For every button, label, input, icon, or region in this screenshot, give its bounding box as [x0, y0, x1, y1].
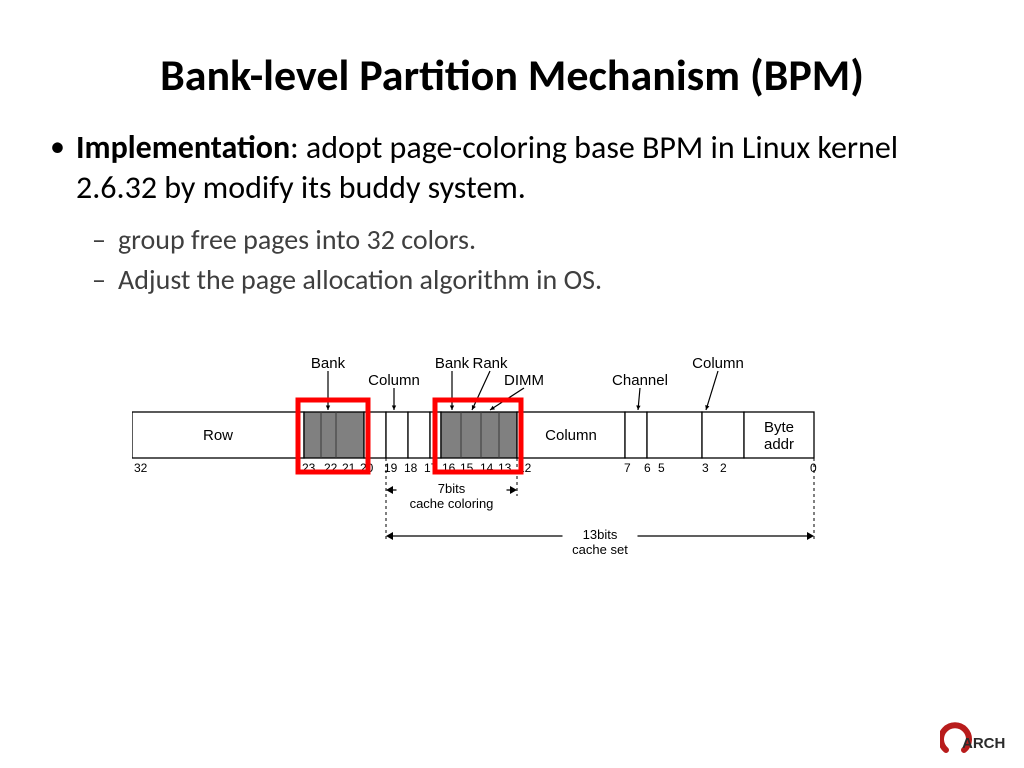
bullet-list: Implementation: adopt page-coloring base… — [46, 128, 978, 299]
svg-text:Column: Column — [368, 372, 420, 389]
svg-text:Byte: Byte — [764, 419, 794, 436]
svg-text:Rank: Rank — [472, 355, 508, 372]
svg-text:Row: Row — [203, 427, 233, 444]
bullet-main: Implementation: adopt page-coloring base… — [46, 128, 978, 208]
logo-text: ARCH — [962, 735, 1005, 752]
bullet-main-bold: Implementation — [76, 128, 290, 167]
svg-text:13bits: 13bits — [583, 527, 618, 542]
svg-text:5: 5 — [658, 461, 665, 475]
svg-text:Bank: Bank — [435, 355, 470, 372]
svg-text:addr: addr — [764, 436, 794, 453]
svg-text:6: 6 — [644, 461, 651, 475]
bullet-sub-1: group free pages into 32 colors. — [46, 222, 978, 258]
bullet-sub-2: Adjust the page allocation algorithm in … — [46, 262, 978, 298]
svg-text:cache coloring: cache coloring — [410, 496, 494, 511]
svg-text:7: 7 — [624, 461, 631, 475]
slide-title: Bank-level Partition Mechanism (BPM) — [0, 48, 1024, 102]
svg-text:DIMM: DIMM — [504, 372, 544, 389]
svg-text:7bits: 7bits — [438, 481, 466, 496]
svg-text:cache set: cache set — [572, 542, 628, 557]
svg-text:3: 3 — [702, 461, 709, 475]
svg-text:Column: Column — [692, 355, 744, 372]
address-bits-diagram: RowColumnByteaddr BankColumnBankRankDIMM… — [132, 348, 913, 608]
arch-logo: ARCH — [940, 722, 1010, 754]
svg-text:32: 32 — [134, 461, 148, 475]
svg-text:Channel: Channel — [612, 372, 668, 389]
svg-text:18: 18 — [404, 461, 418, 475]
svg-text:Column: Column — [545, 427, 597, 444]
svg-text:2: 2 — [720, 461, 727, 475]
svg-text:Bank: Bank — [311, 355, 346, 372]
